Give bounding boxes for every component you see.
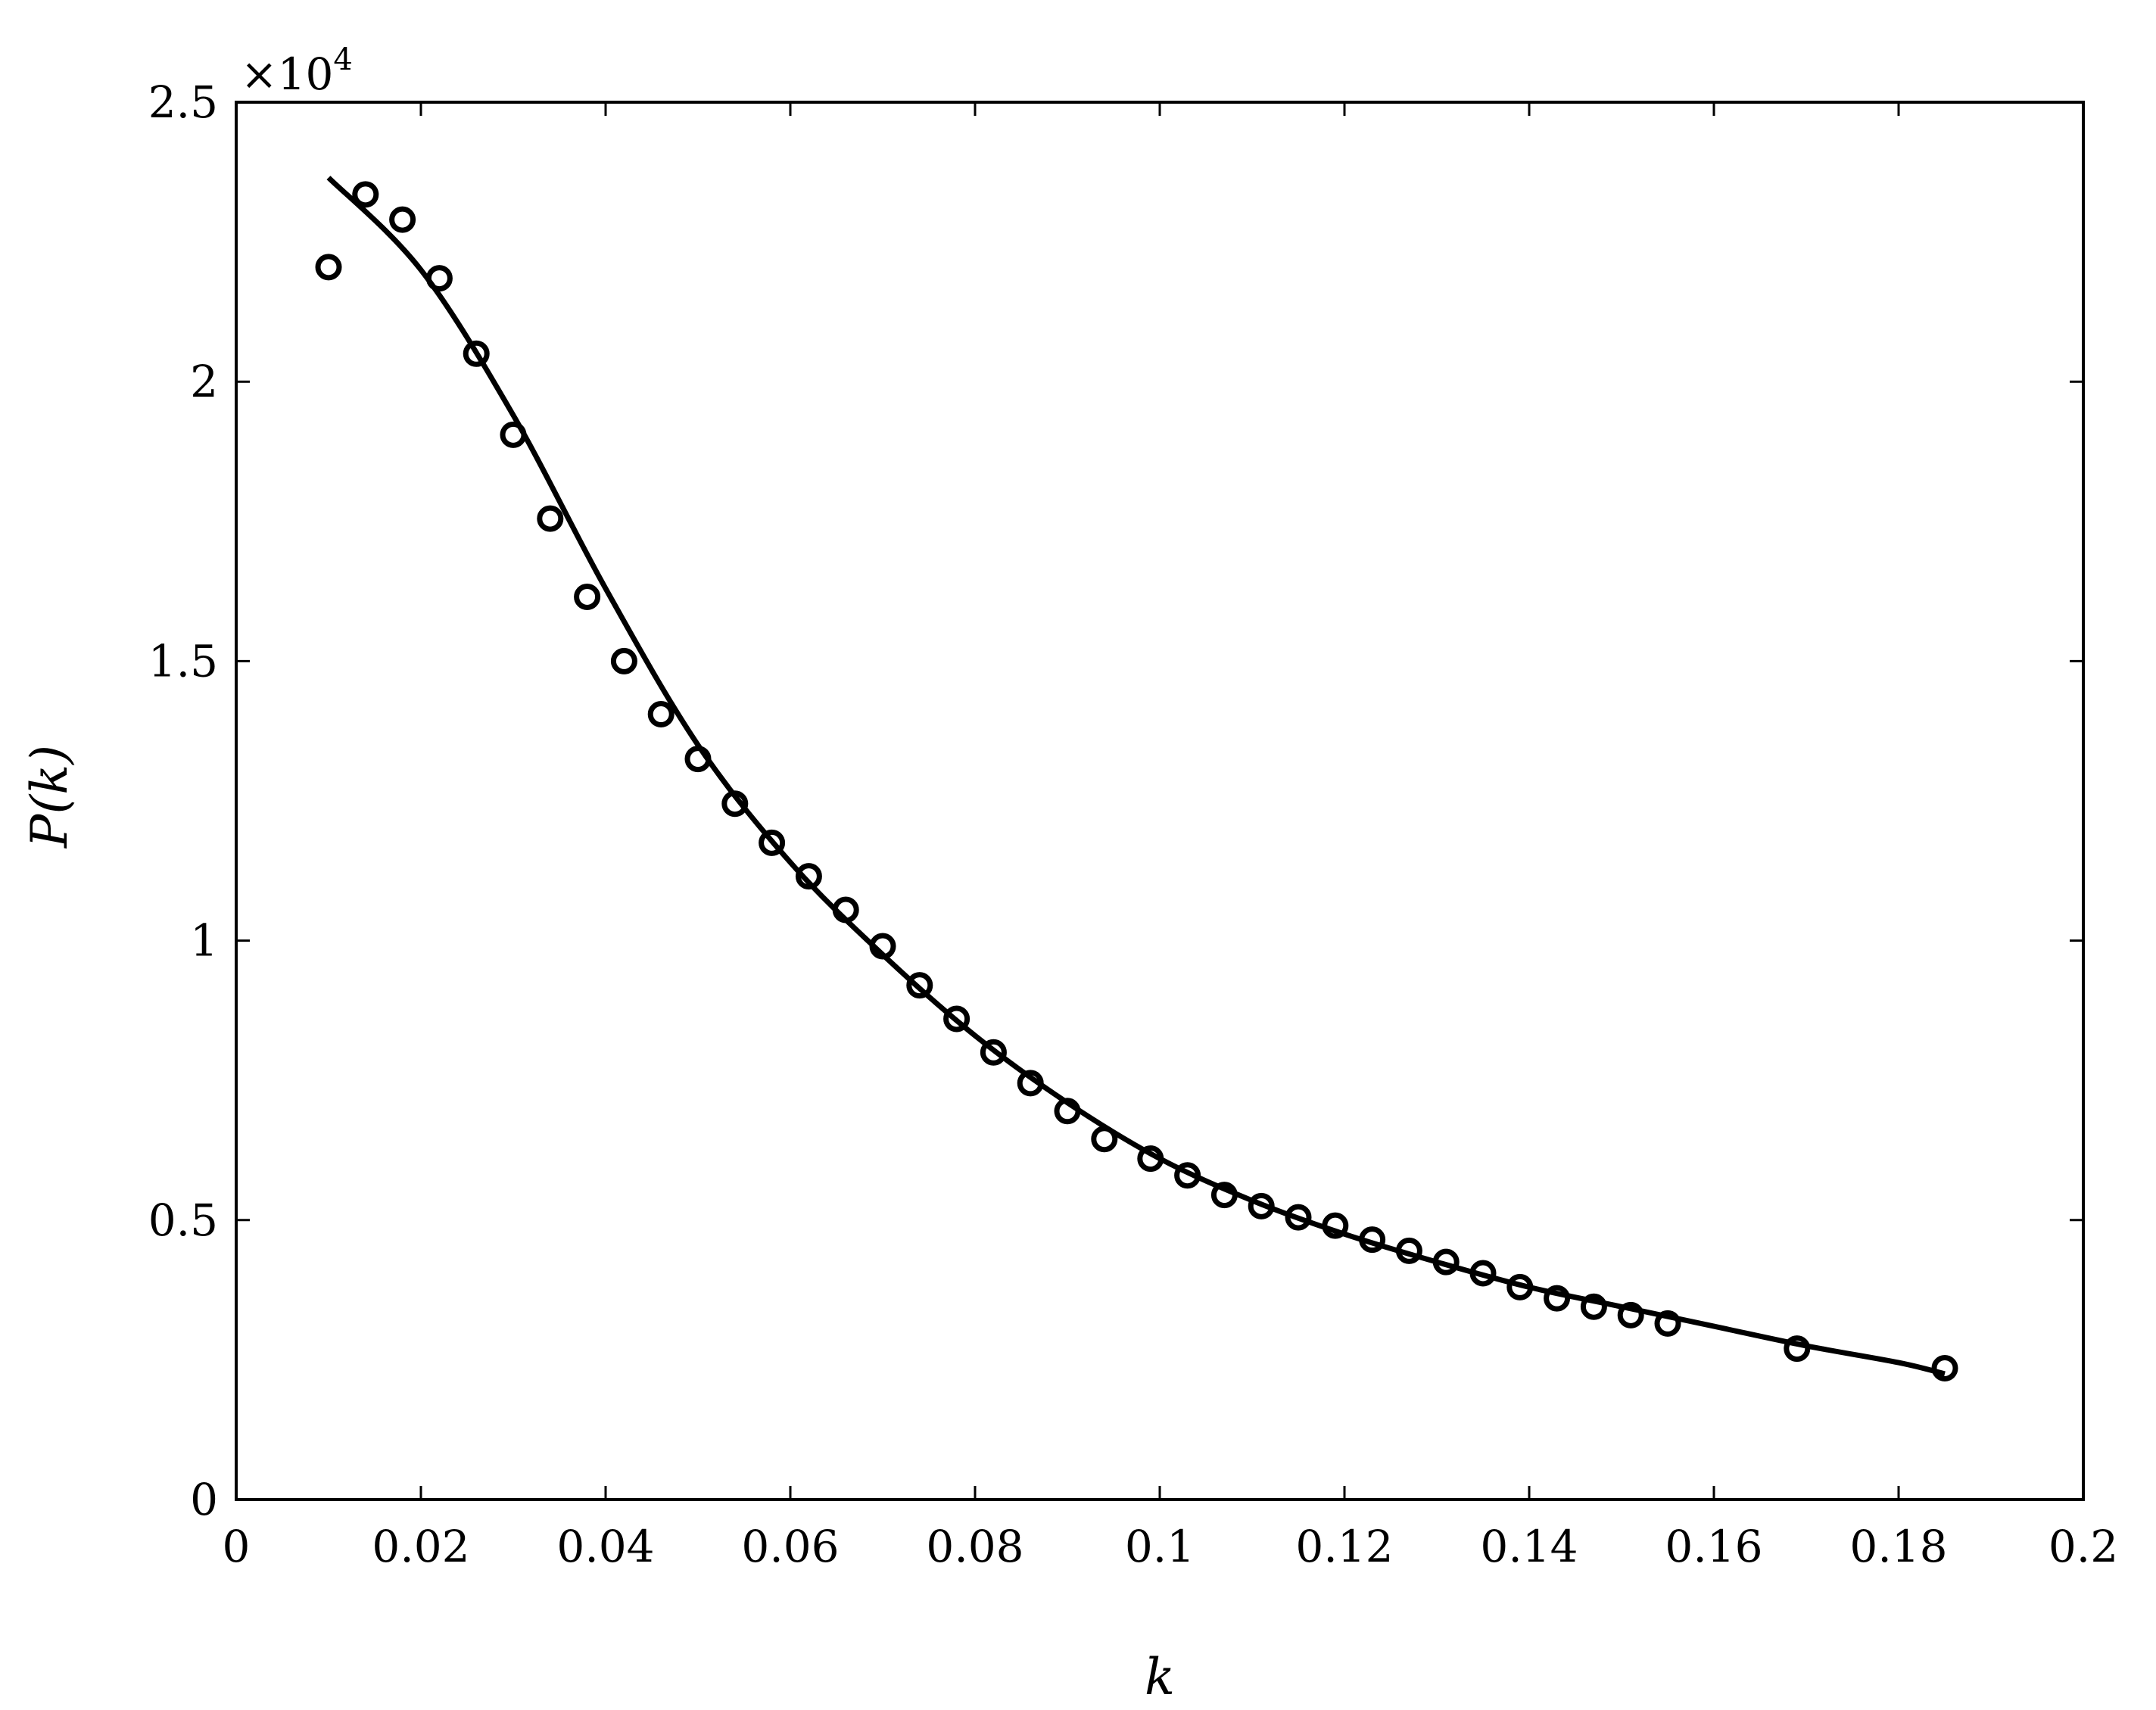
data-point (1784, 1335, 1811, 1363)
data-point (684, 746, 712, 773)
y-exponent-label: ×104 (241, 42, 353, 100)
x-tick-label: 0 (223, 1521, 251, 1572)
data-point (906, 972, 933, 999)
y-tick-label: 1 (190, 915, 218, 967)
x-tick-label: 0.04 (556, 1521, 654, 1572)
data-point (795, 863, 822, 890)
data-point (352, 181, 379, 208)
data-point (1544, 1285, 1571, 1312)
x-tick-label: 0.12 (1295, 1521, 1393, 1572)
data-point (463, 340, 490, 367)
y-tick-label: 0.5 (148, 1195, 218, 1246)
data-point (943, 1005, 971, 1033)
data-point (1395, 1237, 1422, 1264)
data-point (425, 265, 453, 292)
axis-ticks (235, 101, 2085, 1501)
x-tick-label: 0.06 (741, 1521, 839, 1572)
data-point (1580, 1293, 1607, 1320)
data-point (1654, 1310, 1681, 1337)
data-point (1617, 1301, 1644, 1328)
data-point (1054, 1098, 1081, 1125)
data-point (1137, 1145, 1164, 1173)
data-point (1506, 1273, 1534, 1300)
data-point (1174, 1162, 1201, 1189)
y-tick-label: 0 (190, 1474, 218, 1525)
y-tick-label: 2 (190, 356, 218, 407)
data-point (1322, 1212, 1349, 1239)
data-point (1359, 1226, 1386, 1254)
data-point (1091, 1126, 1118, 1153)
data-point (1017, 1070, 1044, 1097)
y-tick-label: 1.5 (148, 635, 218, 687)
x-tick-label: 0.02 (372, 1521, 469, 1572)
data-point (389, 206, 416, 233)
data-point (1469, 1260, 1497, 1287)
data-point (1931, 1354, 1958, 1381)
data-point (647, 701, 675, 728)
data-point (759, 829, 786, 856)
data-markers (315, 181, 1958, 1381)
data-point (869, 933, 896, 960)
x-tick-label: 0.18 (1849, 1521, 1947, 1572)
data-point (1285, 1204, 1312, 1231)
data-point (500, 421, 527, 448)
x-tick-label: 0.14 (1480, 1521, 1578, 1572)
x-tick-label: 0.08 (926, 1521, 1023, 1572)
x-tick-label: 0.16 (1665, 1521, 1762, 1572)
data-point (1248, 1192, 1275, 1219)
data-point (721, 790, 749, 818)
data-point (315, 254, 342, 281)
y-axis-title: P(k) (20, 745, 79, 849)
data-point (1432, 1248, 1460, 1275)
data-point (610, 647, 637, 674)
tick-labels: 0 0.02 0.04 0.06 0.08 0.1 0.12 0.14 0.16 0.18 0.2 0… (148, 76, 2118, 1572)
data-point (832, 896, 859, 924)
x-tick-label: 0.2 (2049, 1521, 2118, 1572)
data-point (574, 583, 601, 610)
data-point (537, 505, 564, 532)
x-axis-title: k (1145, 1648, 1175, 1706)
y-tick-label: 2.5 (148, 76, 218, 128)
data-point (980, 1039, 1007, 1066)
data-point (1210, 1182, 1238, 1209)
x-tick-label: 0.1 (1125, 1521, 1195, 1572)
